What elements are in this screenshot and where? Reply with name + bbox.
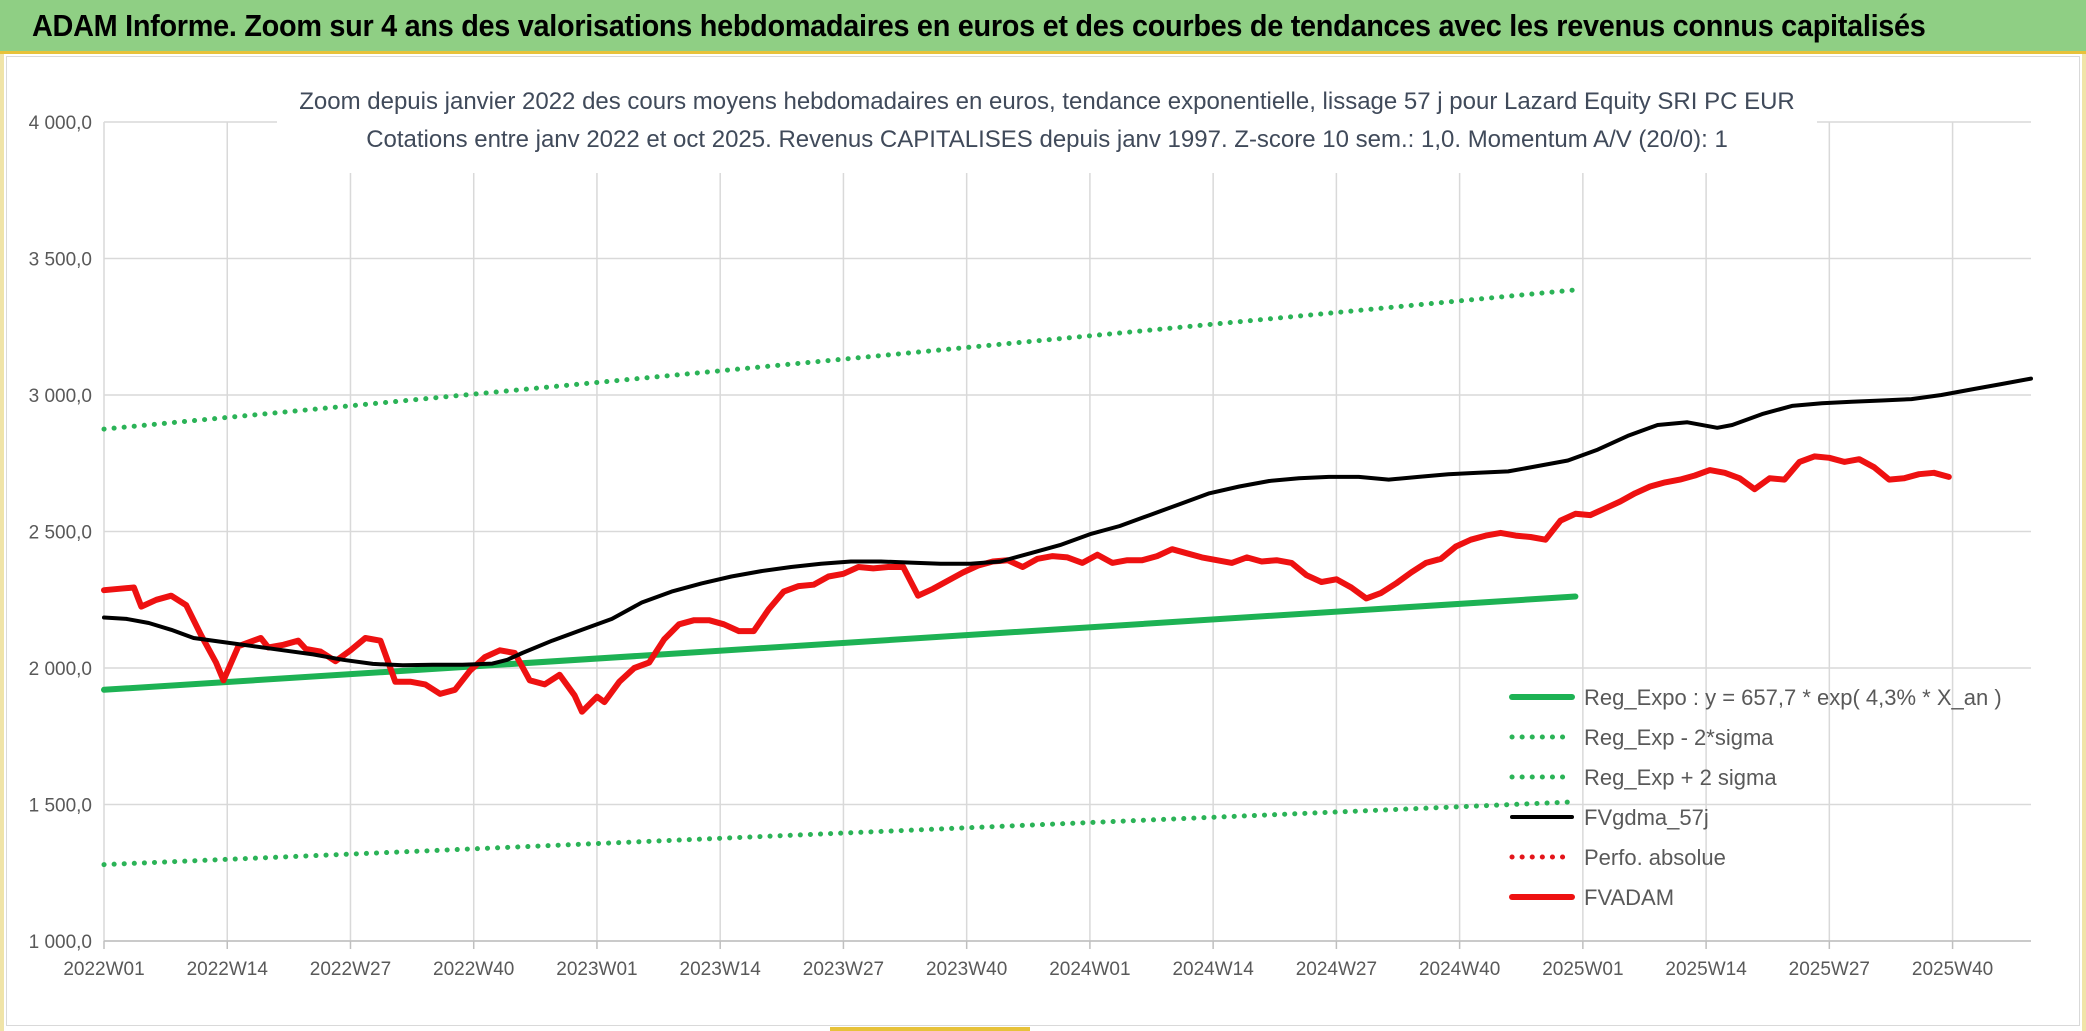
y-tick-label: 2 500,0	[29, 523, 92, 544]
chart-frame: Zoom depuis janvier 2022 des cours moyen…	[6, 56, 2080, 1026]
x-tick-label: 2022W27	[310, 959, 391, 980]
chart-subtitle: Cotations entre janv 2022 et oct 2025. R…	[366, 126, 1728, 153]
series-line-reg-exp-2-sigma	[101, 799, 1578, 868]
x-tick-label: 2024W01	[1049, 959, 1130, 980]
legend-label: FVADAM	[1584, 885, 1674, 910]
x-tick-label: 2022W40	[433, 959, 514, 980]
series-line-fvgdma-57j	[102, 376, 2033, 668]
x-tick-label: 2023W27	[803, 959, 884, 980]
y-tick-label: 2 000,0	[29, 659, 92, 680]
y-tick-label: 1 500,0	[29, 796, 92, 817]
x-tick-label: 2024W27	[1296, 959, 1377, 980]
series-line-reg-exp-2-sigma	[101, 287, 1578, 432]
line-chart: Zoom depuis janvier 2022 des cours moyen…	[29, 77, 2033, 980]
x-tick-label: 2023W40	[926, 959, 1007, 980]
legend-label: Reg_Exp - 2*sigma	[1584, 725, 1774, 750]
chart-title: Zoom depuis janvier 2022 des cours moyen…	[299, 88, 1795, 115]
report-banner-title: ADAM Informe. Zoom sur 4 ans des valoris…	[32, 8, 1926, 43]
y-tick-label: 4 000,0	[29, 113, 92, 134]
legend-label: Reg_Expo : y = 657,7 * exp( 4,3% * X_an …	[1584, 685, 2002, 710]
legend-label: FVgdma_57j	[1584, 805, 1709, 830]
left-border-accent	[0, 54, 4, 1031]
x-tick-label: 2023W14	[680, 959, 762, 980]
x-tick-label: 2024W14	[1172, 959, 1254, 980]
x-tick-label: 2023W01	[556, 959, 637, 980]
x-tick-label: 2022W01	[63, 959, 144, 980]
x-tick-label: 2025W27	[1789, 959, 1870, 980]
right-border-accent	[2082, 54, 2086, 1031]
legend-label: Reg_Exp + 2 sigma	[1584, 765, 1777, 790]
chart-title-block: Zoom depuis janvier 2022 des cours moyen…	[277, 77, 1817, 173]
chart-axes: 1 000,0 1 500,0 2 000,0 2 500,0 3 000,0 3 500…	[29, 113, 2031, 980]
x-tick-label: 2024W40	[1419, 959, 1500, 980]
legend-label: Perfo. absolue	[1584, 845, 1726, 870]
x-tick-label: 2025W40	[1912, 959, 1993, 980]
y-tick-label: 3 000,0	[29, 386, 92, 407]
x-tick-label: 2025W14	[1665, 959, 1747, 980]
title-background	[277, 77, 1817, 173]
chart-legend: Reg_Expo : y = 657,7 * exp( 4,3% * X_an …	[1509, 685, 2002, 910]
chart-series	[101, 287, 2033, 868]
x-tick-label: 2022W14	[187, 959, 269, 980]
y-tick-label: 3 500,0	[29, 250, 92, 271]
series-line-reg-expo-y-657-7-exp-4-3-x-an	[101, 593, 1579, 693]
chart-grid	[103, 121, 2031, 942]
bottom-border-accent	[830, 1027, 1030, 1031]
y-tick-label: 1 000,0	[29, 932, 92, 953]
x-tick-label: 2025W01	[1542, 959, 1623, 980]
report-banner: ADAM Informe. Zoom sur 4 ans des valoris…	[0, 0, 2086, 54]
